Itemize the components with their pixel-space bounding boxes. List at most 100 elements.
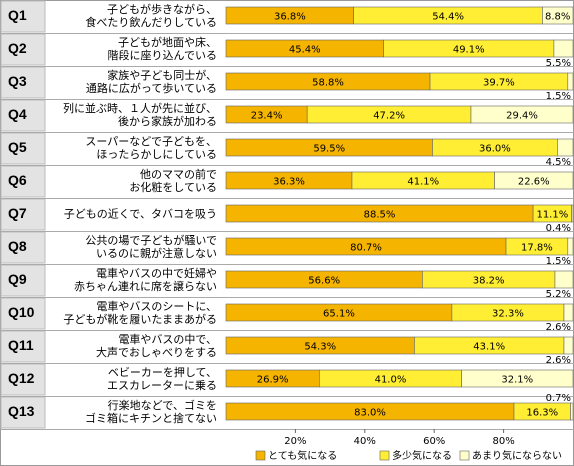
q-box bbox=[0, 264, 46, 297]
value-label: 39.7% bbox=[483, 78, 515, 89]
q-box bbox=[0, 0, 46, 33]
category-label: Q8 bbox=[8, 238, 27, 254]
value-label: 38.2% bbox=[473, 276, 505, 287]
question-text: 通路に広がって歩いている bbox=[86, 81, 217, 95]
value-label: 65.1% bbox=[323, 309, 355, 320]
question-text: ベビーカーを押して、 bbox=[108, 365, 217, 379]
value-label: 56.6% bbox=[308, 276, 340, 287]
x-tick-label: 20% bbox=[284, 436, 306, 447]
question-text: 子どもが歩きながら、 bbox=[107, 2, 217, 16]
bar-segment bbox=[542, 6, 574, 25]
bar-segment bbox=[554, 270, 574, 289]
question-text: 階段に座り込んでいる bbox=[108, 48, 217, 62]
question-text: ほったらかしにしている bbox=[96, 148, 217, 161]
value-label: 36.0% bbox=[479, 144, 511, 155]
category-label: Q3 bbox=[8, 73, 27, 89]
question-text: 赤ちゃん連れに席を譲らない bbox=[74, 279, 217, 293]
question-text: 子どもが地面や床、 bbox=[118, 35, 217, 49]
value-label: 8.8% bbox=[545, 12, 570, 23]
q-box bbox=[0, 396, 46, 429]
category-label: Q5 bbox=[8, 139, 27, 155]
q-box bbox=[0, 198, 46, 231]
category-label: Q2 bbox=[8, 40, 27, 56]
bar-segment bbox=[494, 171, 574, 190]
question-text: 大声でおしゃべりをする bbox=[96, 345, 217, 359]
value-label: 41.1% bbox=[407, 177, 439, 188]
bar-segment bbox=[570, 402, 574, 421]
question-text: 公共の場で子どもが騒いで bbox=[85, 233, 217, 247]
value-label: 88.5% bbox=[364, 210, 396, 221]
q-box bbox=[0, 363, 46, 396]
q-box bbox=[0, 132, 46, 165]
legend-label: 多少気になる bbox=[392, 449, 452, 462]
value-label: 29.4% bbox=[506, 111, 538, 122]
question-text: 後から家族が加わる bbox=[118, 114, 217, 128]
x-tick-label: 40% bbox=[354, 436, 376, 447]
question-text: 電車やバスのシートに、 bbox=[96, 299, 217, 313]
value-label: 0.4% bbox=[546, 223, 571, 234]
value-label: 43.1% bbox=[473, 342, 505, 353]
value-label: 80.7% bbox=[350, 243, 382, 254]
question-text: 電車やバスの中で、 bbox=[118, 332, 217, 346]
value-label: 49.1% bbox=[453, 45, 485, 56]
category-label: Q7 bbox=[8, 205, 27, 221]
category-label: Q6 bbox=[8, 172, 27, 188]
value-label: 26.9% bbox=[257, 375, 289, 386]
value-label: 5.2% bbox=[546, 289, 571, 300]
legend-label: あまり気にならない bbox=[472, 449, 562, 462]
bar-segment bbox=[571, 204, 574, 223]
q-box bbox=[0, 99, 46, 132]
value-label: 11.1% bbox=[536, 210, 568, 221]
x-tick-label: 80% bbox=[492, 436, 514, 447]
bar-segment bbox=[563, 336, 574, 355]
value-label: 2.6% bbox=[546, 355, 571, 366]
category-label: Q10 bbox=[8, 304, 35, 320]
value-label: 58.8% bbox=[312, 78, 344, 89]
value-label: 45.4% bbox=[289, 45, 321, 56]
question-text: エスカレーターに乗る bbox=[107, 379, 217, 392]
question-text: いるのに親が注意しない bbox=[96, 246, 217, 260]
value-label: 47.2% bbox=[373, 111, 405, 122]
bar-segment bbox=[557, 138, 574, 157]
value-label: 2.6% bbox=[546, 322, 571, 333]
category-label: Q12 bbox=[8, 370, 35, 386]
category-label: Q13 bbox=[8, 403, 35, 419]
value-label: 4.5% bbox=[546, 157, 571, 168]
value-label: 32.3% bbox=[492, 309, 524, 320]
bar-segment bbox=[563, 303, 574, 322]
value-label: 83.0% bbox=[354, 408, 386, 419]
bar-segment bbox=[567, 237, 574, 256]
question-text: お化粧をしている bbox=[129, 180, 217, 194]
bar-segment bbox=[553, 39, 574, 58]
question-text: 列に並ぶ時、１人が先に並び、 bbox=[63, 101, 217, 115]
value-label: 36.3% bbox=[273, 177, 305, 188]
value-label: 36.8% bbox=[274, 12, 306, 23]
q-box bbox=[0, 33, 46, 66]
category-label: Q11 bbox=[8, 337, 34, 353]
q-box bbox=[0, 297, 46, 330]
value-label: 0.7% bbox=[546, 393, 571, 404]
x-tick-label: 60% bbox=[423, 436, 445, 447]
question-text: 食べたり飲んだりしている bbox=[85, 15, 217, 29]
question-text: ゴミ箱にキチンと捨てない bbox=[85, 411, 217, 425]
q-box bbox=[0, 165, 46, 198]
value-label: 16.3% bbox=[526, 408, 558, 419]
question-text: スーパーなどで子どもを、 bbox=[85, 135, 217, 148]
bar-segment bbox=[461, 369, 574, 388]
category-label: Q1 bbox=[8, 7, 27, 23]
bar-segment bbox=[567, 72, 574, 91]
question-text: 子どもの近くで、タバコを吸う bbox=[64, 208, 217, 221]
q-box bbox=[0, 66, 46, 99]
value-label: 1.5% bbox=[546, 256, 571, 267]
value-label: 54.3% bbox=[304, 342, 336, 353]
q-box bbox=[0, 231, 46, 264]
bar-segment bbox=[470, 105, 574, 124]
value-label: 32.1% bbox=[501, 375, 533, 386]
legend-label: とても気になる bbox=[268, 449, 337, 462]
value-label: 54.4% bbox=[432, 12, 464, 23]
value-label: 1.5% bbox=[546, 91, 571, 102]
category-label: Q9 bbox=[8, 271, 27, 287]
q-box bbox=[0, 330, 46, 363]
